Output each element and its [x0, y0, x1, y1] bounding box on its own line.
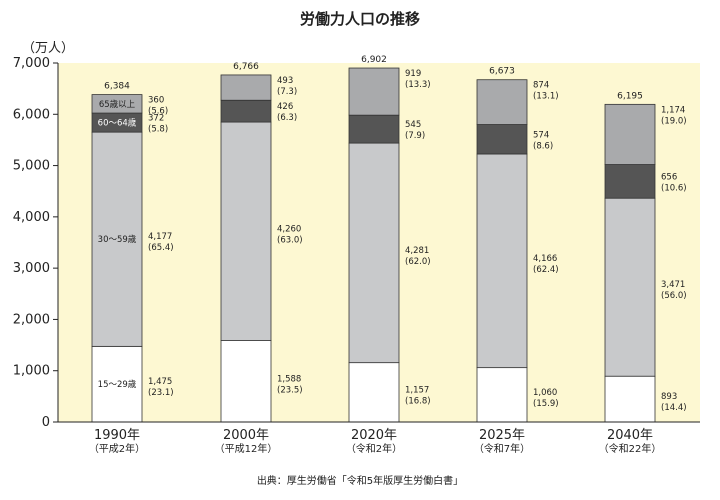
bar-segment	[91, 94, 143, 114]
x-tick-sublabel: （令和2年）	[346, 442, 402, 455]
chart-title: 労働力人口の推移	[300, 10, 420, 28]
x-tick-sublabel: （平成2年）	[89, 442, 145, 455]
x-tick-label: 2020年	[351, 428, 397, 443]
x-tick-sublabel: （令和7年）	[474, 442, 530, 455]
bar-segment	[604, 103, 656, 165]
y-tick-label: 2,000	[13, 312, 50, 327]
x-tick-label: 2000年	[223, 428, 269, 443]
bar-share-label: (5.6)	[148, 107, 168, 117]
series-name-label: 15～29歳	[98, 379, 137, 390]
bar-segment	[476, 124, 528, 155]
bar-value-label: 574	[533, 130, 549, 140]
bar-share-label: (5.8)	[148, 125, 168, 135]
x-tick-sublabel: （令和22年）	[599, 442, 662, 455]
bar-value-label: 4,260	[277, 224, 301, 234]
bar-column: 1,588(23.5) 4,260(63.0) 426(6.3) 493(7.3) 6,…	[220, 62, 303, 423]
bar-value-label: 360	[148, 96, 164, 106]
series-name-label: 30～59歳	[98, 234, 137, 245]
bar-value-label: 1,588	[277, 374, 301, 384]
bar-value-label: 372	[148, 114, 164, 124]
bar-segment	[91, 345, 143, 423]
bar-share-label: (8.6)	[533, 141, 553, 151]
bar-column: 1,157(16.8) 4,281(62.0) 545(7.9) 919(13.3) 6…	[348, 55, 431, 423]
bar-share-label: (62.4)	[533, 265, 559, 275]
bar-share-label: (23.1)	[148, 388, 174, 398]
bar-segment	[476, 153, 528, 369]
bar-segment	[604, 375, 656, 423]
bar-value-label: 4,177	[148, 232, 172, 242]
bar-share-label: (23.5)	[277, 385, 303, 395]
y-axis-unit-label: （万人）	[22, 41, 74, 56]
bar-value-label: 893	[661, 392, 677, 402]
bar-column: 1,475(23.1) 15～29歳 4,177(65.4) 30～59歳 372(5.…	[91, 82, 174, 423]
y-tick-label: 6,000	[13, 107, 50, 122]
bar-total-label: 6,766	[233, 62, 259, 72]
bar-segment	[348, 114, 400, 144]
bar-share-label: (13.1)	[533, 92, 559, 102]
bar-value-label: 1,060	[533, 388, 557, 398]
bar-segment	[476, 367, 528, 423]
bar-segment	[348, 142, 400, 364]
bar-share-label: (14.4)	[661, 403, 687, 413]
bar-share-label: (56.0)	[661, 291, 687, 301]
bar-column: 893(14.4) 3,471(56.0) 656(10.6) 1,174(19.0)…	[604, 91, 687, 423]
bar-share-label: (19.0)	[661, 116, 687, 126]
bar-segment	[220, 74, 272, 101]
y-tick-label: 0	[42, 415, 50, 430]
bar-segment	[604, 197, 656, 377]
bar-segment	[348, 362, 400, 423]
bar-share-label: (7.9)	[405, 131, 425, 141]
y-tick-label: 7,000	[13, 56, 50, 71]
bar-share-label: (13.3)	[405, 80, 431, 90]
bar-total-label: 6,673	[489, 67, 515, 77]
bar-segment	[348, 67, 400, 116]
bar-share-label: (63.0)	[277, 235, 303, 245]
bar-segment	[476, 79, 528, 125]
y-tick-label: 5,000	[13, 159, 50, 174]
y-axis: 0 1,000 2,000 3,000 4,000 5,000 6,000 7,000	[13, 56, 59, 430]
bar-share-label: (15.9)	[533, 399, 559, 409]
y-tick-label: 4,000	[13, 210, 50, 225]
y-tick-label: 3,000	[13, 261, 50, 276]
bar-segment	[220, 99, 272, 123]
bar-value-label: 1,475	[148, 377, 172, 387]
bar-value-label: 4,281	[405, 246, 429, 256]
bar-value-label: 493	[277, 76, 293, 86]
x-tick-sublabel: （平成12年）	[215, 442, 278, 455]
series-name-label: 65歳以上	[99, 99, 136, 110]
bar-value-label: 656	[661, 172, 677, 182]
bar-segment	[604, 164, 656, 199]
bar-value-label: 3,471	[661, 280, 685, 290]
x-tick-label: 2025年	[479, 428, 525, 443]
bar-share-label: (65.4)	[148, 243, 174, 253]
bar-share-label: (62.0)	[405, 257, 431, 267]
bar-share-label: (10.6)	[661, 183, 687, 193]
bar-value-label: 426	[277, 102, 293, 112]
bar-value-label: 919	[405, 69, 421, 79]
bar-share-label: (7.3)	[277, 87, 297, 97]
series-name-label: 60～64歳	[98, 118, 137, 129]
bar-value-label: 874	[533, 81, 549, 91]
bar-value-label: 1,157	[405, 385, 429, 395]
bar-value-label: 1,174	[661, 105, 685, 115]
x-tick-label: 2040年	[607, 428, 653, 443]
bar-total-label: 6,195	[617, 91, 643, 101]
bar-share-label: (6.3)	[277, 113, 297, 123]
bars-group: 1,475(23.1) 15～29歳 4,177(65.4) 30～59歳 372(5.…	[91, 55, 687, 423]
y-tick-label: 1,000	[13, 364, 50, 379]
bar-share-label: (16.8)	[405, 396, 431, 406]
bar-value-label: 4,166	[533, 254, 557, 264]
x-tick-label: 1990年	[94, 428, 140, 443]
bar-total-label: 6,902	[361, 55, 387, 65]
bar-segment	[220, 121, 272, 341]
bar-total-label: 6,384	[104, 82, 130, 92]
bar-value-label: 545	[405, 120, 421, 130]
bar-segment	[91, 131, 143, 347]
bar-segment	[220, 340, 272, 423]
source-note: 出典：厚生労働省「令和5年版厚生労働白書」	[257, 474, 463, 487]
x-axis: 1990年（平成2年）2000年（平成12年）2020年（令和2年）2025年（…	[58, 421, 700, 455]
